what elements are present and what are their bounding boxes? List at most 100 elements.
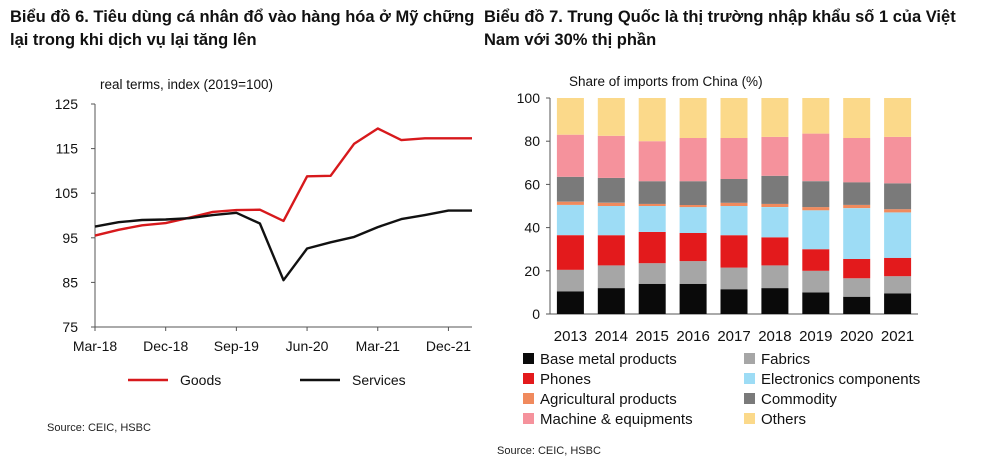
legend-label: Fabrics [761, 351, 810, 368]
line-series-goods [94, 127, 472, 237]
line-chart-axes: 75 85 95 105 115 125 Mar-18 Dec-18 Sep-19 Jun-20 M… [55, 96, 472, 354]
legend-label-goods: Goods [180, 372, 221, 388]
bar-segment [761, 288, 789, 314]
bar-segment [843, 208, 871, 259]
line-chart-y-tick-label: 115 [56, 141, 79, 157]
bar-segment [638, 181, 666, 204]
bar-segment [884, 257, 912, 277]
bar-chart-x-tick-label: 2013 [554, 328, 587, 345]
bar-chart-x-tick-label: 2017 [717, 328, 750, 345]
legend-swatch [523, 393, 534, 404]
bar-chart-y-tick-label: 0 [532, 306, 540, 322]
bar-segment [556, 98, 584, 135]
bar-segment [802, 292, 830, 314]
bar-segment [761, 203, 789, 207]
bar-chart-x-tick-label: 2016 [676, 328, 709, 345]
bar-segment [761, 265, 789, 289]
line-chart-y-tick-label: 85 [62, 274, 78, 290]
line-chart: real terms, index (2019=100) 75 85 95 105 11… [55, 77, 472, 388]
bar-segment [556, 291, 584, 314]
bar-segment [884, 209, 912, 213]
bar-segment [679, 138, 707, 182]
bar-segment [802, 98, 830, 134]
bar-segment [556, 204, 584, 236]
bar-segment [843, 258, 871, 279]
legend-label: Phones [540, 371, 591, 388]
bar-segment [761, 207, 789, 238]
legend-label: Others [761, 411, 806, 428]
bar-segment [720, 289, 748, 314]
bar-segment [884, 293, 912, 314]
line-chart-y-tick-label: 95 [62, 230, 78, 246]
bar-segment [679, 98, 707, 138]
bar-segment [638, 98, 666, 142]
legend-swatch [744, 413, 755, 424]
line-chart-y-tick-label: 105 [55, 185, 79, 201]
bar-segment [802, 270, 830, 293]
stacked-bar-chart: Share of imports from China (%) 0 20 40 60 8… [517, 74, 921, 428]
line-chart-subtitle: real terms, index (2019=100) [100, 77, 273, 92]
bar-segment [843, 98, 871, 138]
bar-segment [597, 98, 625, 136]
bar-segment [843, 296, 871, 314]
legend-swatch [744, 353, 755, 364]
bar-chart-y-tick-label: 40 [524, 220, 540, 236]
legend-swatch [523, 353, 534, 364]
line-chart-x-tick-label: Dec-21 [426, 338, 471, 354]
bar-segment [720, 235, 748, 268]
line-chart-x-tick-label: Jun-20 [286, 338, 329, 354]
bar-segment [802, 249, 830, 271]
bar-segment [638, 206, 666, 232]
bar-chart-axes: 0 20 40 60 80 100 2013 2014 2015 2016 2017 2018 2019… [517, 90, 918, 345]
bar-chart-x-tick-label: 2015 [636, 328, 669, 345]
bar-chart-y-tick-label: 80 [524, 133, 540, 149]
right-source-note: Source: CEIC, HSBC [497, 445, 601, 457]
bar-chart-x-tick-label: 2020 [840, 328, 873, 345]
bar-segment [802, 207, 830, 211]
bar-chart-x-tick-label: 2014 [595, 328, 628, 345]
bar-segment [638, 141, 666, 182]
bar-segment [638, 263, 666, 284]
bar-segment [679, 283, 707, 314]
legend-label-services: Services [352, 372, 406, 388]
bar-chart-y-tick-label: 20 [524, 263, 540, 279]
bar-segment [597, 135, 625, 178]
bar-segment [843, 278, 871, 297]
bar-segment [761, 136, 789, 176]
bar-segment [884, 276, 912, 294]
bar-chart-y-tick-label: 60 [524, 176, 540, 192]
legend-swatch [523, 373, 534, 384]
bar-segment [556, 201, 584, 205]
bar-segment [556, 235, 584, 270]
bar-segment [843, 204, 871, 209]
bar-chart-x-tick-label: 2019 [799, 328, 832, 345]
bar-segment [884, 212, 912, 258]
line-chart-x-tick-label: Mar-21 [356, 338, 401, 354]
bar-segment [720, 138, 748, 179]
bar-segment [720, 179, 748, 203]
line-chart-series [94, 127, 472, 282]
line-chart-x-tick-label: Dec-18 [143, 338, 188, 354]
bar-segment [597, 265, 625, 289]
bar-segment [597, 206, 625, 236]
bar-segment [597, 202, 625, 206]
bar-segment [597, 235, 625, 266]
bar-chart-x-tick-label: 2018 [758, 328, 791, 345]
bar-segment [679, 233, 707, 262]
bar-chart-series [556, 98, 912, 314]
bar-chart-subtitle: Share of imports from China (%) [569, 74, 763, 89]
bar-segment [556, 134, 584, 177]
legend-swatch [744, 393, 755, 404]
legend-swatch [744, 373, 755, 384]
bar-segment [638, 283, 666, 314]
bar-segment [638, 203, 666, 206]
bar-segment [843, 138, 871, 183]
bar-segment [802, 133, 830, 182]
legend-label: Machine & equipments [540, 411, 693, 428]
bar-segment [761, 175, 789, 204]
line-chart-y-tick-label: 75 [62, 319, 78, 335]
bar-segment [597, 288, 625, 314]
bar-segment [843, 182, 871, 205]
legend-label: Base metal products [540, 351, 677, 368]
bar-segment [679, 207, 707, 233]
